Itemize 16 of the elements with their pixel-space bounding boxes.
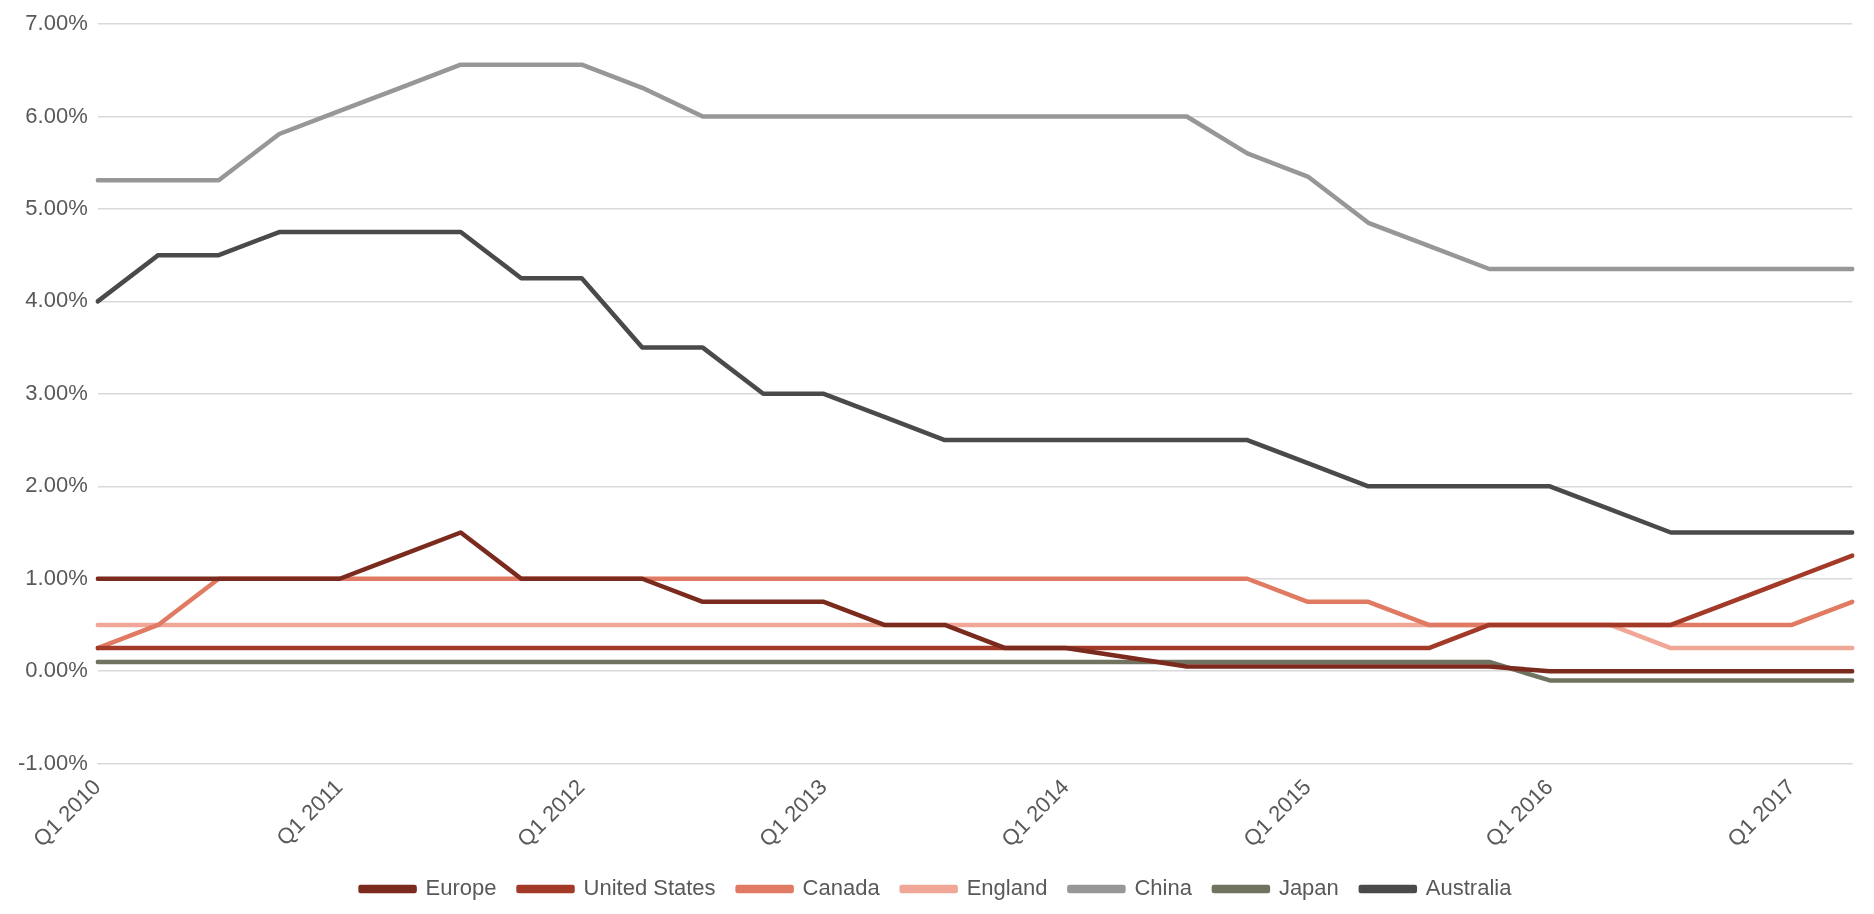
legend-label: Japan (1278, 875, 1339, 901)
y-tick-label: 5.00% (25, 194, 88, 220)
y-tick-label: 6.00% (25, 102, 88, 128)
y-tick-label: 7.00% (25, 10, 88, 36)
y-tick-label: 2.00% (25, 472, 88, 498)
legend-label: Australia (1425, 875, 1513, 901)
y-tick-label: 3.00% (25, 379, 88, 405)
y-tick-label: 1.00% (25, 564, 88, 590)
legend-label: China (1134, 875, 1193, 901)
legend-label: United States (583, 875, 716, 901)
legend-label: Europe (425, 875, 497, 901)
y-tick-label: -1.00% (17, 749, 88, 775)
legend-label: England (966, 875, 1048, 901)
y-tick-label: 0.00% (25, 657, 88, 683)
legend-label: Canada (802, 875, 881, 901)
y-tick-label: 4.00% (25, 287, 88, 313)
